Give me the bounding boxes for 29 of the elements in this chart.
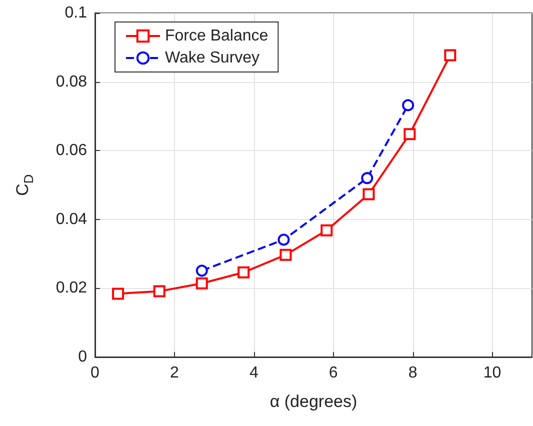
x-tick-label: 6	[328, 364, 338, 382]
point	[196, 277, 208, 290]
y-tick-label: 0.08	[56, 73, 88, 90]
point	[402, 99, 414, 112]
x-tick-label: 10	[483, 364, 502, 382]
x-tick-label: 0	[90, 364, 100, 382]
y-axis-title: CD	[13, 174, 36, 196]
point	[404, 128, 416, 140]
point	[278, 234, 290, 246]
point	[280, 248, 292, 261]
x-tick-label: 4	[249, 364, 258, 382]
x-axis-title: α (degrees)	[270, 392, 358, 411]
point	[153, 285, 166, 298]
point	[238, 266, 250, 278]
legend-label: Force Balance	[165, 28, 268, 44]
point	[196, 264, 208, 277]
y-tick-label: 0.1	[64, 4, 88, 22]
y-tick-label: 0	[78, 348, 88, 366]
x-tick-label: 2	[170, 364, 179, 382]
point	[320, 224, 333, 236]
legend-label: Wake Survey	[165, 50, 260, 66]
point	[362, 188, 375, 200]
y-tick-label: 0.02	[56, 280, 88, 297]
y-tick-label: 0.06	[56, 142, 88, 160]
x-tick-label: 8	[408, 364, 418, 382]
point	[112, 288, 124, 300]
y-tick-label: 0.04	[56, 210, 88, 228]
point	[444, 49, 456, 62]
point	[361, 172, 374, 184]
